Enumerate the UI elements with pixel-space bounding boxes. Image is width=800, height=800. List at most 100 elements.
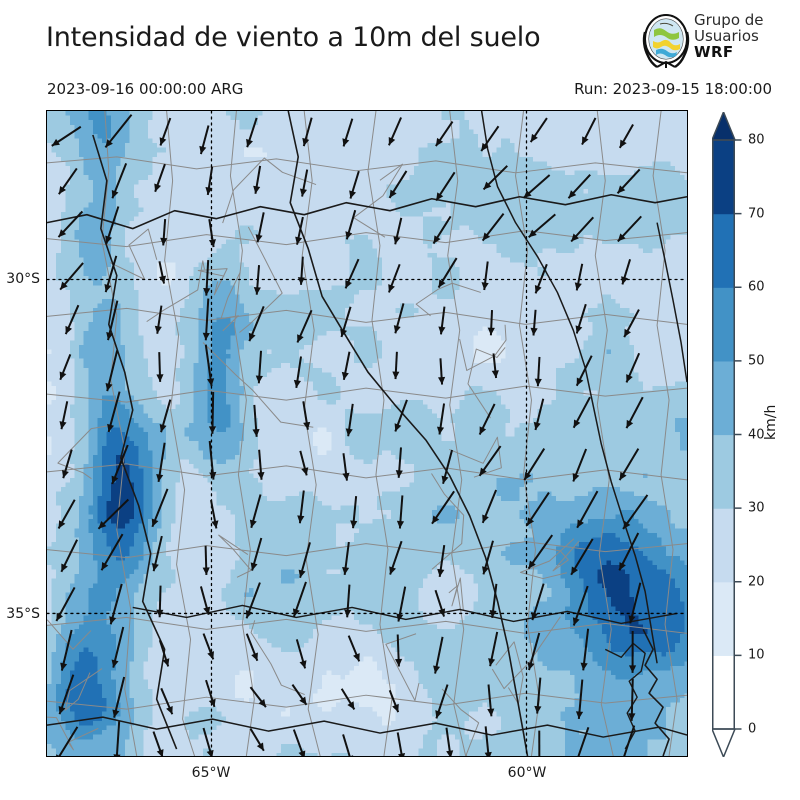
colorbar-tick-label-0: 0 — [748, 721, 757, 737]
border-line — [515, 111, 540, 756]
border-line — [448, 577, 464, 610]
wind-arrow — [158, 261, 167, 284]
wind-arrow — [342, 734, 354, 756]
wind-arrow — [581, 117, 597, 146]
logo-line-3: WRF — [694, 42, 734, 61]
colorbar-gradient — [712, 112, 742, 757]
wind-arrow — [628, 679, 636, 721]
border-line — [301, 111, 321, 756]
wind-arrow — [64, 304, 80, 335]
wind-direction-arrows — [51, 114, 649, 756]
border-line — [449, 436, 502, 478]
border-line — [47, 463, 687, 481]
border-line — [132, 604, 678, 625]
wind-arrow — [529, 117, 548, 143]
border-line — [287, 111, 529, 756]
wind-speed-map[interactable] — [46, 110, 688, 757]
wind-arrow — [253, 265, 261, 295]
wind-arrow — [252, 404, 260, 437]
colorbar-unit-label: km/h — [763, 404, 779, 440]
wind-arrow — [249, 494, 262, 529]
wind-arrow — [297, 490, 305, 524]
wind-arrow — [202, 633, 215, 660]
wind-arrow — [113, 721, 121, 756]
wind-arrow — [159, 399, 172, 433]
wind-arrow — [342, 118, 354, 147]
wind-arrow — [292, 729, 306, 756]
wind-arrow — [395, 447, 403, 478]
colorbar-under-arrow — [712, 728, 736, 757]
page-title: Intensidad de viento a 10m del suelo — [46, 22, 541, 53]
wind-arrow — [341, 351, 351, 381]
colorbar-band — [712, 655, 735, 730]
wind-arrow — [618, 123, 634, 149]
wind-arrow — [202, 298, 210, 341]
logo-line-1: Grupo de — [694, 11, 764, 29]
wind-arrow — [156, 352, 164, 382]
wind-arrow — [248, 306, 265, 342]
colorbar[interactable] — [712, 112, 746, 757]
border-line — [64, 668, 103, 711]
wind-arrow — [392, 351, 400, 380]
wind-arrow — [205, 679, 216, 708]
wind-arrow — [55, 586, 76, 622]
border-line — [202, 342, 314, 428]
wind-arrow — [478, 445, 502, 477]
wind-arrow — [575, 355, 593, 387]
border-line — [47, 716, 687, 738]
wind-arrow — [481, 261, 489, 291]
border-line — [656, 222, 687, 383]
wind-arrow — [292, 581, 307, 617]
wind-arrow — [350, 496, 358, 529]
colorbar-band — [712, 213, 735, 288]
map-canvas — [47, 111, 687, 756]
wind-arrow — [257, 449, 265, 480]
wind-arrow — [570, 538, 594, 576]
wind-arrow — [623, 309, 640, 338]
wind-arrow — [576, 490, 599, 529]
wind-arrow — [530, 309, 538, 336]
wind-arrow — [538, 730, 541, 756]
wind-arrow — [111, 626, 125, 668]
wind-arrow — [437, 545, 446, 577]
border-line — [447, 111, 467, 756]
wind-arrow — [107, 391, 121, 433]
border-line — [109, 228, 158, 280]
wind-arrow — [432, 215, 452, 245]
wind-arrow — [51, 125, 82, 147]
wind-arrow — [527, 632, 541, 671]
wind-arrow — [156, 585, 164, 618]
run-time-label: Run: 2023-09-15 18:00:00 — [574, 80, 772, 98]
colorbar-band — [712, 581, 735, 656]
colorbar-band — [712, 508, 735, 583]
border-line — [467, 347, 506, 419]
wind-arrow — [255, 350, 263, 384]
wind-arrow — [482, 540, 494, 575]
wind-arrow — [111, 444, 129, 485]
border-line — [146, 260, 205, 323]
wind-arrow — [100, 533, 124, 571]
wind-arrow — [158, 639, 170, 667]
wind-arrow — [388, 170, 408, 199]
wind-arrow — [394, 399, 408, 432]
wind-arrow — [396, 495, 405, 529]
border-line — [164, 111, 196, 756]
border-line — [47, 230, 687, 248]
wind-arrow — [534, 263, 548, 294]
wind-arrow — [302, 401, 311, 430]
wind-arrow — [104, 255, 118, 293]
wind-arrow — [202, 545, 210, 575]
wind-arrow — [253, 165, 262, 194]
colorbar-tick-label-80: 80 — [748, 132, 765, 148]
wind-arrow — [434, 589, 446, 617]
wind-arrow — [105, 350, 119, 392]
border-line — [353, 163, 403, 238]
wind-arrow — [441, 449, 453, 485]
border-line — [101, 111, 138, 756]
wind-arrow — [481, 489, 498, 524]
wind-arrow — [205, 166, 214, 196]
wrf-user-group-logo: Grupo de Usuarios WRF — [640, 11, 790, 72]
border-line — [415, 282, 481, 317]
border-line — [541, 540, 580, 572]
wind-arrow — [58, 674, 75, 715]
